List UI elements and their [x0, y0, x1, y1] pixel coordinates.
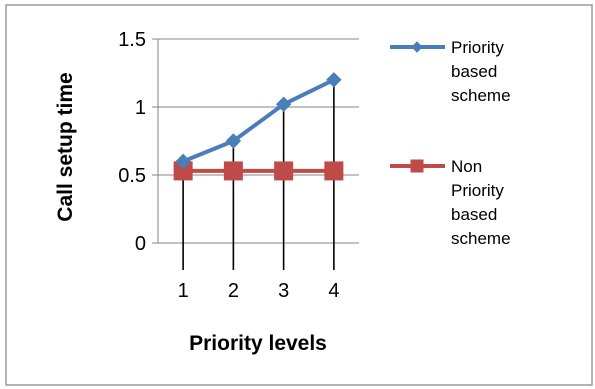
- series-layer: [173, 72, 344, 181]
- legend-label: Non: [451, 157, 482, 176]
- y-tick-label: 1: [135, 97, 146, 119]
- y-tick-labels: 0 0.5 1 1.5: [118, 29, 146, 255]
- x-tick-label: 1: [178, 280, 189, 302]
- data-point: [175, 153, 191, 170]
- legend-entry: Priority based scheme: [390, 38, 511, 105]
- data-point: [223, 161, 243, 181]
- series-line: [182, 78, 335, 164]
- legend-swatch-marker: [410, 159, 424, 173]
- x-tick-label: 2: [228, 280, 239, 302]
- legend-label: based: [451, 62, 497, 81]
- legend-label: scheme: [451, 86, 511, 105]
- chart-frame: [5, 4, 593, 386]
- data-point: [326, 72, 342, 88]
- x-tick-labels: 1 2 3 4: [178, 280, 340, 302]
- series-2: [173, 161, 344, 181]
- legend-label: Priority: [451, 38, 504, 57]
- legend-entry: Non Priority based scheme: [390, 157, 511, 248]
- y-tick-label: 0: [135, 233, 146, 255]
- legend-label: based: [451, 205, 497, 224]
- x-tick-label: 4: [328, 280, 339, 302]
- y-axis-title: Call setup time: [54, 72, 77, 221]
- x-axis-title: Priority levels: [189, 332, 327, 355]
- legend-swatch-marker: [411, 41, 423, 53]
- y-tick-label: 1.5: [118, 29, 146, 51]
- legend: Priority based scheme Non Priority based schem…: [390, 38, 511, 248]
- data-point: [275, 96, 292, 112]
- data-point: [274, 161, 294, 181]
- data-point: [324, 161, 344, 181]
- data-point: [225, 133, 242, 149]
- axes: [152, 38, 359, 244]
- y-tick-label: 0.5: [118, 165, 146, 187]
- legend-label: Priority: [451, 181, 504, 200]
- series-1: [175, 72, 342, 170]
- x-tick-label: 3: [278, 280, 289, 302]
- legend-label: scheme: [451, 229, 511, 248]
